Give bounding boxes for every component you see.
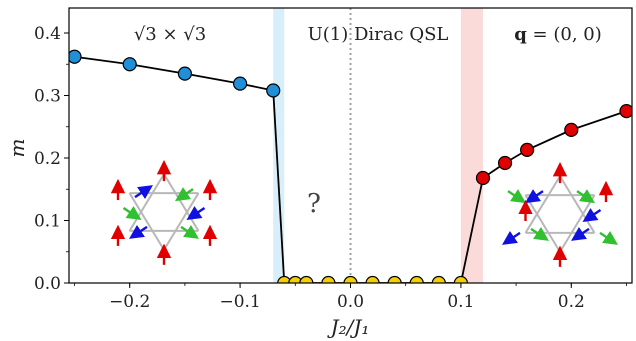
data-point-s0-3 <box>233 76 248 91</box>
spin-arrow <box>507 189 526 204</box>
x-tick-label-0: −0.2 <box>109 292 150 312</box>
x-tick-label-2: 0.0 <box>337 292 364 312</box>
lattice-bond <box>163 192 200 251</box>
data-point-s0-4 <box>266 83 281 98</box>
phase-boundary-bands <box>273 8 483 283</box>
y-tick-label-3: 0.3 <box>34 87 61 107</box>
spin-arrow <box>582 208 602 222</box>
spin-arrow <box>599 230 618 245</box>
transition-line-0 <box>272 90 286 283</box>
data-point-s1-5 <box>365 275 380 283</box>
y-axis-label: m <box>5 139 29 158</box>
spin-arrow <box>530 226 549 241</box>
data-point-s0-2 <box>177 66 193 81</box>
kagome-spin-inset-sqrt3 <box>110 159 218 265</box>
data-point-s0-0 <box>69 49 82 64</box>
right-phase-label: q = (0, 0) <box>514 24 602 45</box>
data-point-s2-3 <box>564 122 579 137</box>
spin-arrow <box>571 226 590 241</box>
lattice-bond <box>128 192 165 251</box>
phase-band-0 <box>273 8 285 283</box>
x-axis-label: J₂/J₁ <box>327 315 370 339</box>
right-phase-value: = (0, 0) <box>527 24 602 45</box>
data-point-s1-9 <box>453 275 468 283</box>
y-tick-label-4: 0.4 <box>34 24 61 44</box>
unknown-phase-mark: ? <box>307 189 321 219</box>
lattice-bond <box>559 175 596 234</box>
y-axis-ticks: 0.0 0.1 0.2 0.3 0.4 <box>34 24 69 294</box>
data-point-s1-0 <box>277 275 292 283</box>
kagome-spin-inset-q0 <box>502 161 618 267</box>
spin-arrow <box>122 206 142 220</box>
x-tick-label-4: 0.2 <box>558 292 585 312</box>
lattice-bond <box>524 175 561 234</box>
transition-line-1 <box>460 177 484 283</box>
spin-arrow <box>186 206 206 220</box>
data-point-s1-3 <box>321 275 336 283</box>
data-point-s1-4 <box>343 275 358 283</box>
middle-phase-label: U(1) Dirac QSL <box>308 24 449 45</box>
x-tick-label-3: 0.1 <box>447 292 474 312</box>
lattice-bond <box>559 194 596 253</box>
data-point-s2-2 <box>520 142 535 157</box>
spin-arrow <box>525 189 544 204</box>
data-point-s1-8 <box>431 275 446 283</box>
x-tick-label-1: −0.1 <box>219 292 260 312</box>
spin-arrow <box>502 230 521 245</box>
data-point-s2-4 <box>619 104 632 119</box>
data-points <box>69 49 632 283</box>
y-tick-label-2: 0.2 <box>34 149 61 169</box>
data-point-s1-1 <box>288 275 303 283</box>
y-tick-label-1: 0.1 <box>34 212 61 232</box>
data-point-s2-1 <box>497 155 513 171</box>
lattice-bond <box>128 173 165 232</box>
phase-band-1 <box>460 8 483 283</box>
right-phase-q: q <box>514 24 527 45</box>
lattice-bond <box>163 173 200 232</box>
data-point-s1-2 <box>299 275 314 283</box>
data-point-s0-1 <box>122 57 137 72</box>
spin-arrow <box>576 189 595 204</box>
y-tick-label-0: 0.0 <box>34 274 61 294</box>
x-axis-ticks: −0.2 −0.1 0.0 0.1 0.2 <box>74 283 627 312</box>
data-point-s1-7 <box>409 275 424 283</box>
data-point-s2-0 <box>475 170 491 186</box>
spin-arrow <box>175 187 194 202</box>
spin-arrow <box>129 224 148 239</box>
left-phase-label: √3 × √3 <box>134 24 206 45</box>
spin-arrow <box>180 224 199 239</box>
spin-arrow <box>134 185 153 200</box>
data-point-s1-6 <box>387 275 402 283</box>
